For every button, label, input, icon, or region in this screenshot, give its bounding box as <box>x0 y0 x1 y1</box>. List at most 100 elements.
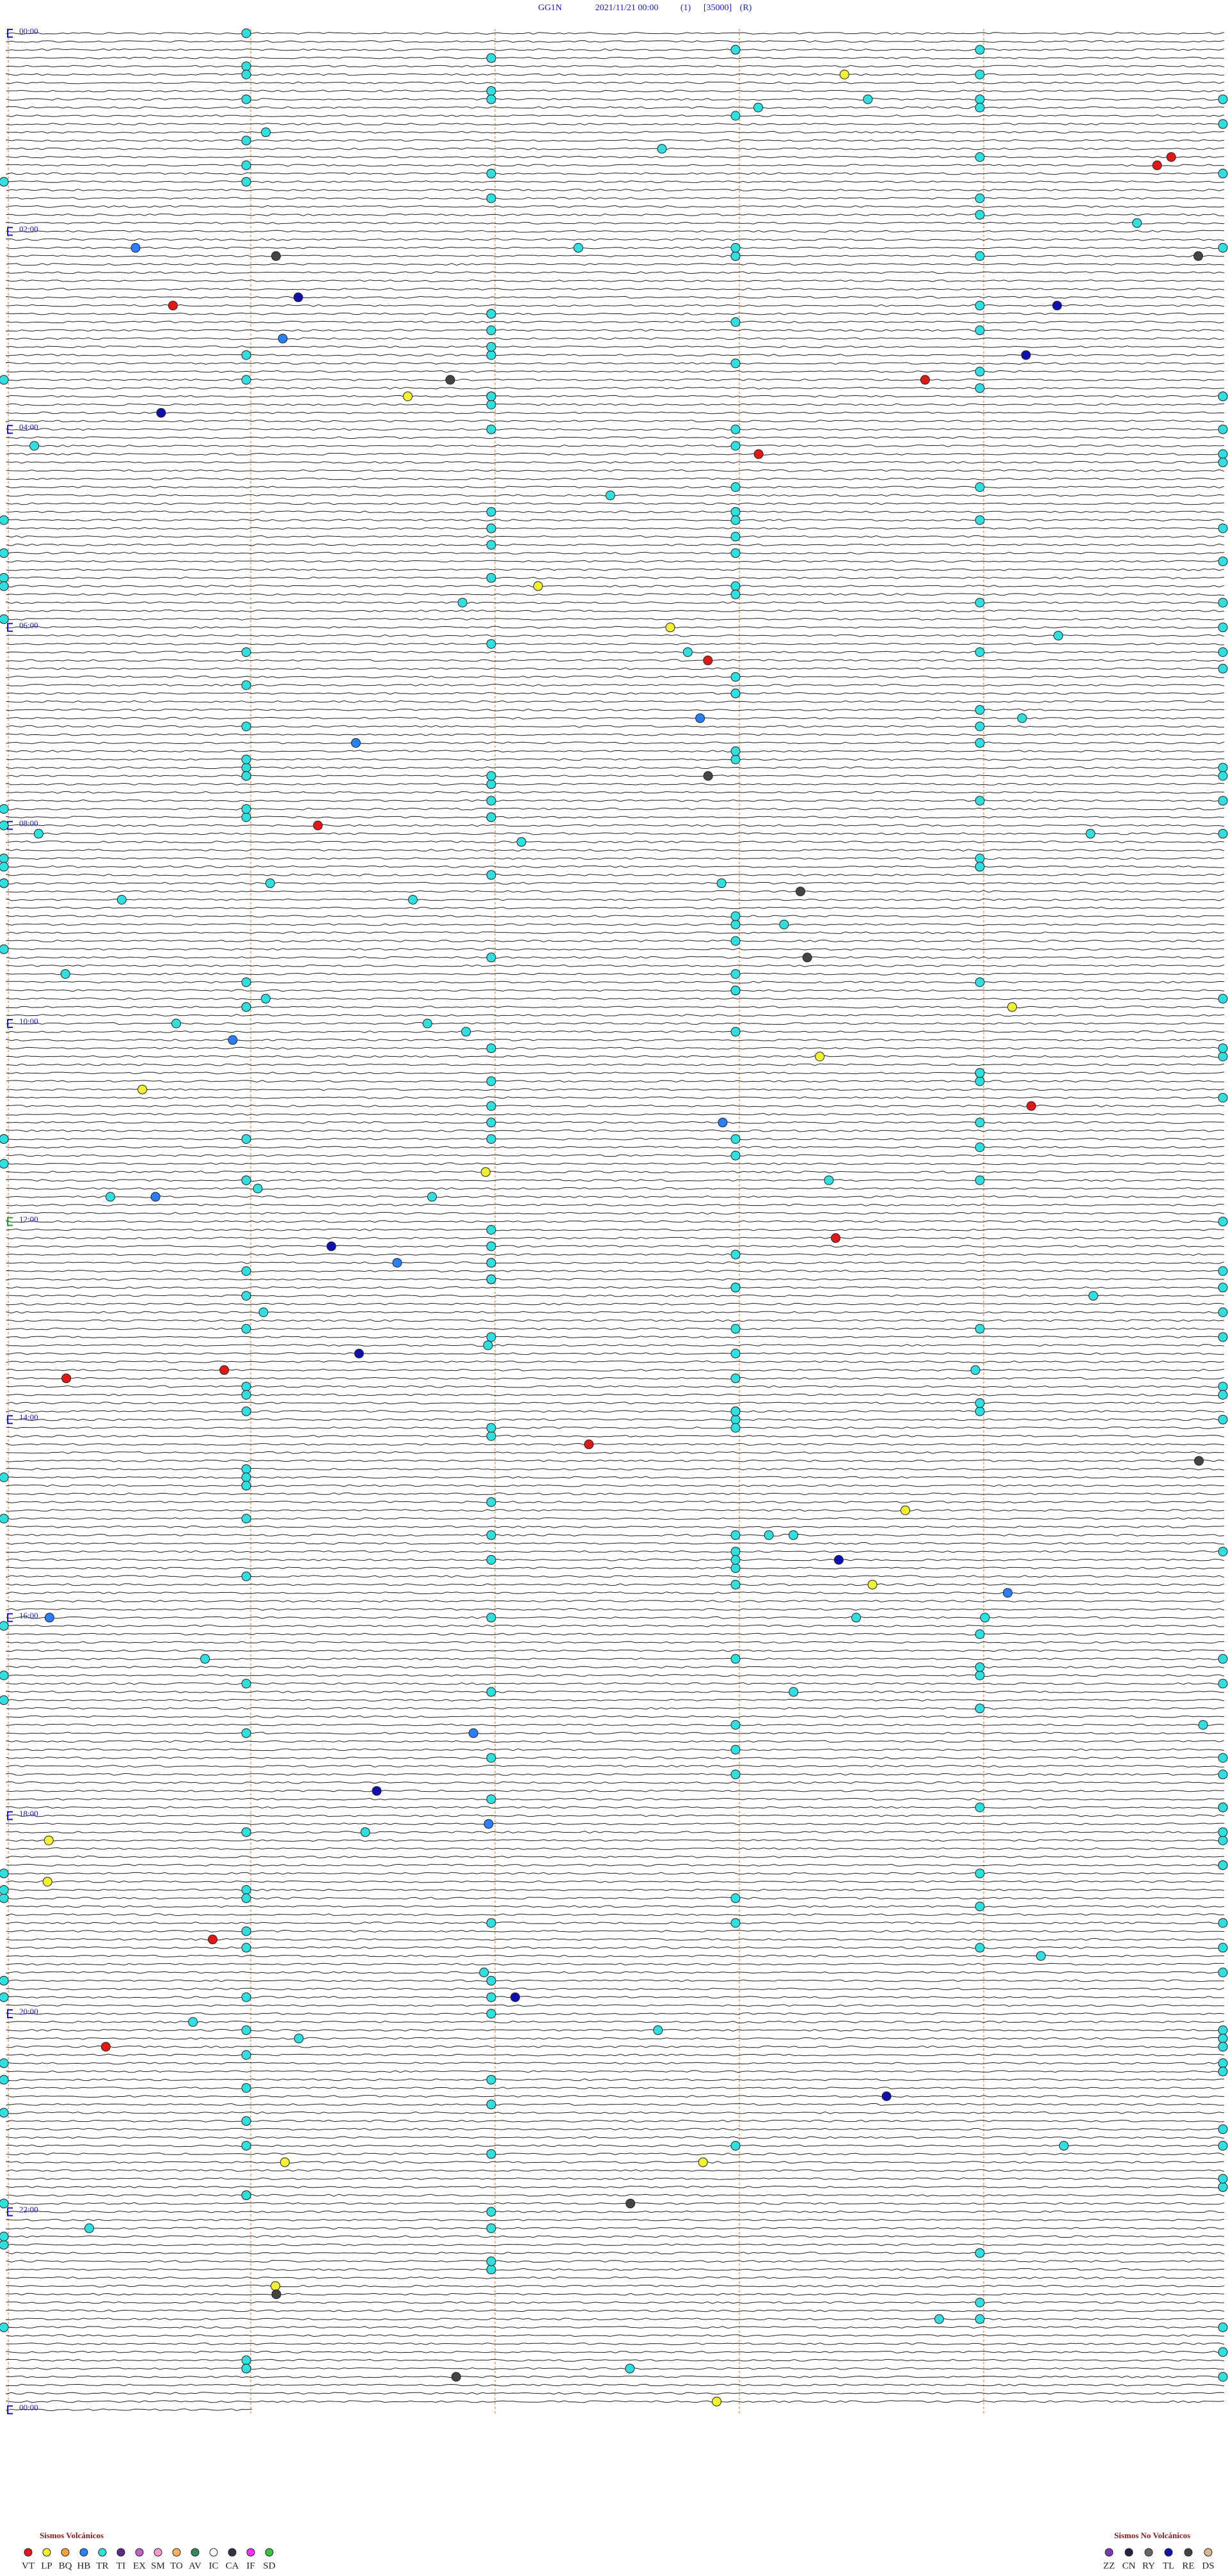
trace <box>6 1831 1225 1834</box>
trace <box>6 1410 1225 1413</box>
event-marker <box>241 28 251 38</box>
trace <box>6 2004 1224 2007</box>
event-marker <box>730 1249 741 1260</box>
event-marker <box>1218 1308 1228 1317</box>
event-marker <box>0 878 9 889</box>
trace <box>6 2400 1225 2403</box>
trace <box>6 1723 1225 1727</box>
legend-label: VT <box>22 2561 35 2571</box>
event-marker <box>0 375 9 385</box>
trace <box>6 1261 1225 1265</box>
event-marker <box>427 1192 437 1202</box>
event-marker <box>241 1679 251 1689</box>
event-marker <box>486 1975 496 1986</box>
time-label: 00:00 <box>19 26 38 36</box>
legend-marker <box>79 2548 88 2557</box>
event-marker <box>354 1348 364 1359</box>
time-bracket <box>7 2009 13 2018</box>
event-marker <box>0 2240 9 2250</box>
trace <box>6 1517 1225 1521</box>
legend-label: IF <box>246 2561 255 2571</box>
event-marker <box>0 2074 9 2085</box>
event-marker <box>350 738 361 748</box>
trace <box>6 799 1225 802</box>
event-marker <box>486 193 496 203</box>
event-marker <box>278 333 288 344</box>
event-marker <box>533 581 543 591</box>
event-marker <box>653 2025 663 2035</box>
trace <box>6 1855 1225 1858</box>
trace <box>6 1203 1225 1206</box>
trace <box>6 1789 1225 1792</box>
trace <box>6 2268 1225 2271</box>
legend-marker <box>209 2548 218 2557</box>
event-marker <box>730 581 741 591</box>
trace <box>6 989 1225 992</box>
event-marker <box>241 136 251 146</box>
trace <box>6 725 1225 728</box>
event-marker <box>241 804 251 814</box>
event-marker <box>241 1827 251 1837</box>
trace <box>6 2103 1225 2106</box>
legend-title: Sismos Volcánicos <box>40 2531 104 2540</box>
legend-label: CN <box>1122 2561 1136 2571</box>
event-marker <box>730 1769 741 1780</box>
event-marker <box>730 482 741 492</box>
event-marker <box>716 878 727 889</box>
event-markers <box>0 28 1228 2406</box>
event-marker <box>975 705 985 715</box>
trace <box>6 1657 1225 1661</box>
trace <box>6 1690 1225 1693</box>
event-marker <box>753 102 763 113</box>
event-marker <box>802 952 812 963</box>
trace <box>6 1542 1225 1545</box>
event-marker <box>486 342 496 352</box>
time-label: 14:00 <box>19 1412 38 1422</box>
trace <box>6 2020 1225 2023</box>
trace <box>6 1781 1225 1784</box>
event-marker <box>975 1406 985 1416</box>
trace <box>6 114 1225 118</box>
trace <box>6 469 1225 472</box>
event-marker <box>486 350 496 360</box>
trace <box>6 2235 1225 2238</box>
event-marker <box>975 515 985 525</box>
legend-marker <box>1164 2548 1173 2557</box>
event-marker <box>486 771 496 781</box>
trace <box>6 716 1225 720</box>
event-marker <box>0 573 9 583</box>
event-marker <box>975 367 985 377</box>
event-marker <box>486 1134 496 1144</box>
event-marker <box>1218 622 1228 633</box>
event-marker <box>0 1158 9 1169</box>
trace <box>6 947 1225 951</box>
event-marker <box>241 94 251 104</box>
trace <box>6 1773 1225 1776</box>
event-marker <box>486 523 496 533</box>
event-marker <box>1053 631 1064 641</box>
event-marker <box>241 1406 251 1416</box>
legend-label: IC <box>209 2561 219 2571</box>
event-marker <box>1218 1679 1228 1689</box>
trace <box>6 1632 1224 1636</box>
trace <box>6 1269 1225 1273</box>
legend-label: TL <box>1163 2561 1174 2571</box>
trace <box>6 1897 1225 1900</box>
event-marker <box>975 722 985 732</box>
trace <box>6 1402 1225 1405</box>
trace <box>6 585 1225 588</box>
event-marker <box>486 53 496 63</box>
event-marker <box>1218 663 1228 674</box>
event-marker <box>479 1968 489 1977</box>
event-marker <box>313 820 323 830</box>
trace <box>6 1624 1225 1627</box>
event-marker <box>468 1728 478 1738</box>
trace <box>6 708 1225 711</box>
trace <box>6 1088 1225 1091</box>
trace <box>6 73 1225 76</box>
trace <box>6 1888 1225 1892</box>
trace <box>6 1872 1225 1875</box>
event-marker <box>60 969 70 979</box>
trace <box>6 1162 1225 1166</box>
event-marker <box>975 1703 985 1714</box>
